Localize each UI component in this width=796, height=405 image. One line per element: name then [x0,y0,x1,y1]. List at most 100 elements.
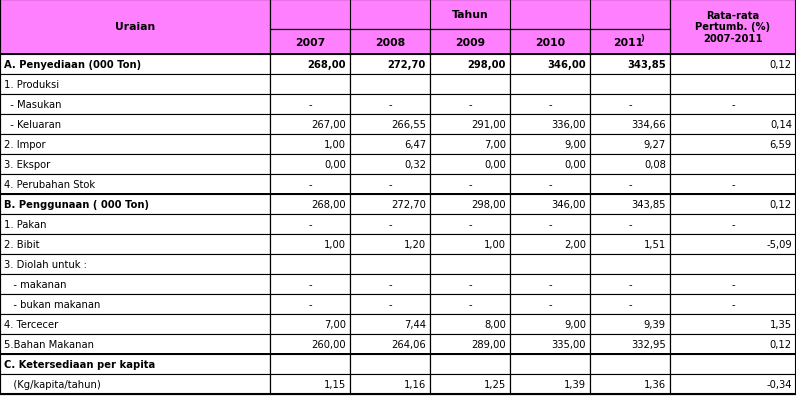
Bar [590,155,670,175]
Bar [430,254,510,274]
Text: 9,27: 9,27 [644,140,666,149]
Text: -: - [548,179,552,190]
Text: 1. Pakan: 1. Pakan [4,220,46,230]
Bar [590,354,670,374]
Bar [670,175,796,194]
Text: 2. Impor: 2. Impor [4,140,45,149]
Bar [670,194,796,215]
Text: -: - [548,299,552,309]
Bar [350,215,430,234]
Text: 335,00: 335,00 [552,339,586,349]
Bar [270,75,350,95]
Text: 346,00: 346,00 [552,200,586,209]
Text: -: - [308,220,312,230]
Bar [670,234,796,254]
Text: -: - [308,100,312,110]
Text: 1,00: 1,00 [324,239,346,249]
Text: -: - [732,220,735,230]
Bar [510,274,590,294]
Bar [510,75,590,95]
Text: 0,14: 0,14 [770,120,792,130]
Text: -: - [388,100,392,110]
Text: 1,16: 1,16 [404,379,426,389]
Text: Uraian: Uraian [115,22,155,32]
Text: 6,47: 6,47 [404,140,426,149]
Bar [350,95,430,115]
Bar [350,194,430,215]
Bar [430,175,510,194]
Bar [510,135,590,155]
Text: -: - [732,279,735,289]
Bar [430,135,510,155]
Bar [0,135,270,155]
Bar [350,254,430,274]
Text: 266,55: 266,55 [391,120,426,130]
Text: Tahun: Tahun [451,10,489,20]
Bar [590,254,670,274]
Bar [270,0,670,30]
Bar [350,155,430,175]
Text: 2010: 2010 [535,37,565,47]
Bar [510,294,590,314]
Text: 298,00: 298,00 [467,60,506,70]
Bar [510,314,590,334]
Text: 2. Bibit: 2. Bibit [4,239,40,249]
Text: 7,00: 7,00 [324,319,346,329]
Bar [350,294,430,314]
Bar [510,155,590,175]
Bar [350,234,430,254]
Bar [270,215,350,234]
Text: -: - [628,100,632,110]
Text: 2009: 2009 [455,37,485,47]
Text: 336,00: 336,00 [552,120,586,130]
Bar [0,95,270,115]
Text: 1. Produksi: 1. Produksi [4,80,59,90]
Text: 0,32: 0,32 [404,160,426,170]
Bar [270,55,350,75]
Bar [590,75,670,95]
Bar [350,314,430,334]
Text: -: - [548,100,552,110]
Bar [430,55,510,75]
Text: -: - [308,179,312,190]
Bar [0,274,270,294]
Bar [350,135,430,155]
Bar [350,30,430,55]
Text: -: - [388,179,392,190]
Text: 0,12: 0,12 [770,60,792,70]
Text: 0,08: 0,08 [644,160,666,170]
Bar [590,215,670,234]
Bar [670,274,796,294]
Bar [350,115,430,135]
Text: 268,00: 268,00 [307,60,346,70]
Bar [670,95,796,115]
Text: 8,00: 8,00 [484,319,506,329]
Bar [430,274,510,294]
Text: -: - [628,299,632,309]
Text: -0,34: -0,34 [767,379,792,389]
Bar [670,354,796,374]
Text: 0,00: 0,00 [564,160,586,170]
Bar [430,155,510,175]
Bar [0,55,270,75]
Text: (Kg/kapita/tahun): (Kg/kapita/tahun) [4,379,101,389]
Bar [510,194,590,215]
Bar [0,0,270,55]
Bar [270,314,350,334]
Bar [270,254,350,274]
Bar [0,294,270,314]
Text: 5.Bahan Makanan: 5.Bahan Makanan [4,339,94,349]
Bar [0,374,270,394]
Bar [590,274,670,294]
Text: 1,36: 1,36 [644,379,666,389]
Text: 298,00: 298,00 [471,200,506,209]
Bar [670,155,796,175]
Bar [0,354,270,374]
Text: 3. Ekspor: 3. Ekspor [4,160,50,170]
Text: 1,25: 1,25 [484,379,506,389]
Text: 1,00: 1,00 [484,239,506,249]
Bar [510,234,590,254]
Bar [670,215,796,234]
Bar [0,254,270,274]
Text: -: - [388,299,392,309]
